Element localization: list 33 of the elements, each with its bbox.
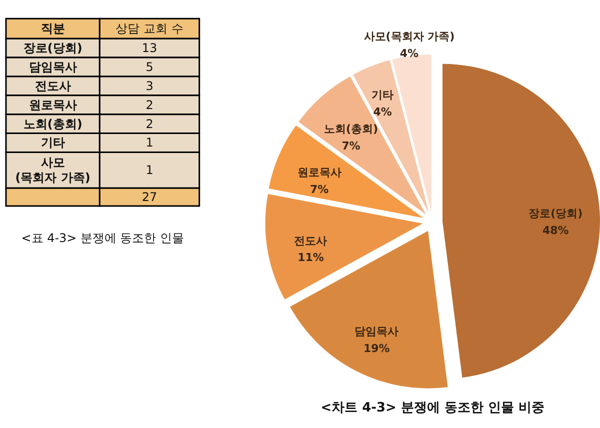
text: 상담 교회 수 [116, 22, 184, 36]
slice-label: 장로(당회) [528, 207, 583, 220]
category-label: 원로목사 [28, 98, 77, 112]
category-label: 담임목사 [28, 60, 77, 74]
data-label: 3 [146, 78, 154, 93]
data-label: 1 [146, 163, 154, 178]
data-label: 2 [146, 98, 154, 112]
category-label: 노회(총회) [23, 116, 82, 131]
category-label: 기타 [40, 136, 65, 150]
data-label: 19% [363, 342, 390, 355]
data-label: 7% [342, 139, 360, 152]
category-label: 사모 (목회자 가족) [15, 156, 90, 185]
data-label: 1 [146, 136, 154, 150]
data-label: 4% [400, 47, 419, 60]
text: 직분 [40, 22, 65, 36]
category-label: 전도사 [34, 78, 71, 93]
data-label: 48% [542, 224, 569, 238]
slice-label: 기타 [372, 88, 394, 102]
slice-label: 노회(총회) [324, 122, 378, 136]
data-label: 13 [142, 41, 158, 56]
slice-label: 전도사 [294, 234, 328, 248]
data-label: 7% [310, 182, 329, 196]
slice-label: 원로목사 [297, 166, 342, 179]
text: 27 [142, 190, 158, 204]
data-label: 5 [146, 60, 154, 74]
data-label: 11% [298, 251, 324, 264]
data-label: 2 [146, 116, 154, 131]
data-label: 4% [373, 106, 392, 119]
text: <표 4-3> 분쟁에 동조한 인물 [21, 230, 184, 245]
slice-label: 담임목사 [354, 324, 399, 338]
slice-label: 사모(목회자 가족) [364, 30, 455, 44]
text: <차트 4-3> 분쟁에 동조한 인물 비중 [320, 400, 544, 416]
category-label: 장로(당회) [23, 41, 82, 56]
